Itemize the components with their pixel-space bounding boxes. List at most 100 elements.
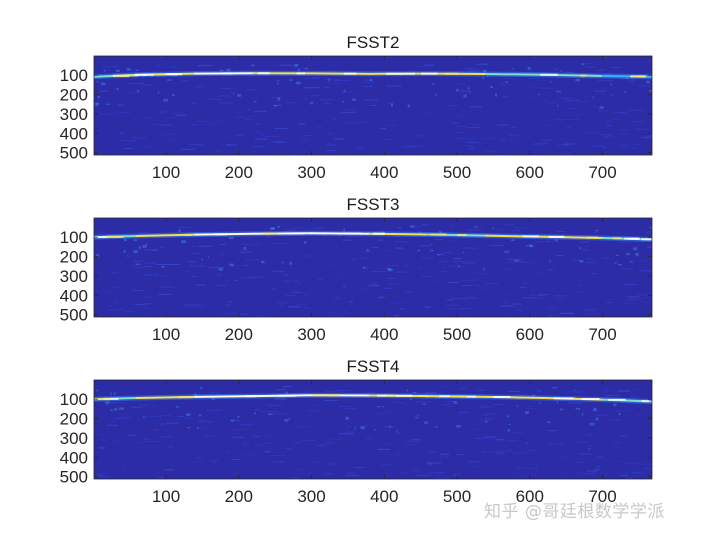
ridge-highlight — [106, 235, 124, 238]
ridge-highlight — [553, 397, 561, 400]
x-tick-label: 400 — [370, 163, 398, 182]
ridge-highlight — [641, 238, 652, 241]
x-tick-label: 200 — [225, 163, 253, 182]
ridge-highlight — [549, 235, 565, 238]
axes-box — [93, 217, 653, 318]
y-tick-label: 400 — [60, 124, 88, 143]
ridge-highlight — [222, 72, 233, 75]
x-tick-label: 100 — [152, 163, 180, 182]
ridge-highlight — [586, 236, 599, 239]
ridge-highlight — [641, 400, 649, 403]
x-tick-label: 200 — [225, 325, 253, 344]
ridge-highlight — [386, 394, 396, 397]
ridge-highlight — [343, 232, 361, 235]
y-tick-label: 100 — [60, 66, 88, 85]
x-tick-label: 500 — [443, 487, 471, 506]
ridge-highlight — [372, 232, 385, 235]
x-tick-label: 700 — [588, 487, 616, 506]
x-tick-label: 400 — [370, 487, 398, 506]
x-tick-label: 300 — [297, 487, 325, 506]
ridge-highlight — [257, 72, 270, 75]
x-tick-label: 400 — [370, 325, 398, 344]
y-tick-label: 200 — [60, 410, 88, 429]
ridge-3 — [94, 392, 652, 405]
ridge-highlight — [466, 395, 476, 398]
watermark-text: 知乎 @哥廷根数学学派 — [484, 502, 665, 522]
ridge-highlight — [559, 397, 574, 400]
ridge-highlight — [580, 74, 587, 77]
x-tick-label: 300 — [297, 163, 325, 182]
ridge-highlight — [122, 74, 139, 77]
ridge-highlight — [94, 398, 111, 401]
ridge-highlight — [403, 72, 415, 75]
x-tick-label: 500 — [443, 325, 471, 344]
ridge-highlight — [141, 73, 154, 76]
ridge-highlight — [493, 395, 511, 398]
y-tick-label: 500 — [60, 306, 88, 325]
ridge-highlight — [151, 73, 166, 76]
ridge-segment — [485, 73, 546, 76]
ridge-highlight — [296, 72, 306, 75]
y-tick-label: 100 — [60, 390, 88, 409]
ridge-highlight — [103, 397, 119, 400]
ridge-highlight — [540, 73, 558, 76]
ridge-highlight — [444, 72, 460, 75]
ridge-highlight — [343, 72, 357, 75]
x-tick-label: 100 — [152, 325, 180, 344]
ridge-highlight — [628, 237, 640, 240]
ridge-highlight — [421, 72, 438, 75]
ridge-highlight — [327, 394, 340, 397]
ridge-highlight — [631, 75, 647, 78]
ridge-highlight — [244, 395, 257, 398]
ridge-highlight — [608, 398, 626, 401]
x-tick-label: 200 — [225, 487, 253, 506]
ridge-1 — [94, 70, 652, 80]
chart-title: FSST2 — [347, 33, 400, 52]
ridge-highlight — [522, 235, 539, 238]
ridge-highlight — [395, 394, 413, 397]
ridge-highlight — [114, 74, 130, 77]
x-tick-label: 700 — [588, 325, 616, 344]
ridge-highlight — [185, 233, 193, 236]
ridge-highlight — [278, 394, 297, 397]
y-tick-label: 300 — [60, 105, 88, 124]
ridge-highlight — [265, 232, 279, 235]
y-tick-label: 200 — [60, 248, 88, 267]
x-tick-label: 300 — [297, 325, 325, 344]
ridge-2 — [94, 230, 652, 243]
x-tick-label: 600 — [516, 325, 544, 344]
ridge-highlight — [178, 396, 194, 399]
ridge-highlight — [419, 394, 428, 397]
ridge-highlight — [95, 236, 108, 239]
y-tick-label: 400 — [60, 286, 88, 305]
y-tick-label: 100 — [60, 228, 88, 247]
ridge-highlight — [429, 233, 447, 236]
ridge-highlight — [386, 72, 404, 75]
ridge-highlight — [439, 395, 451, 398]
ridge-highlight — [311, 394, 327, 397]
chart-title: FSST4 — [347, 357, 400, 376]
chart-title: FSST3 — [347, 195, 400, 214]
ridge-highlight — [377, 394, 394, 397]
ridge-highlight — [452, 395, 467, 398]
ridge-highlight — [581, 398, 600, 401]
x-tick-label: 100 — [152, 487, 180, 506]
y-tick-label: 400 — [60, 448, 88, 467]
ridge-highlight — [612, 237, 622, 240]
y-tick-label: 200 — [60, 86, 88, 105]
axes-box — [93, 379, 653, 480]
y-tick-label: 500 — [60, 468, 88, 487]
x-tick-label: 700 — [588, 163, 616, 182]
y-tick-label: 500 — [60, 144, 88, 163]
ridge-highlight — [165, 73, 183, 76]
axes-box — [93, 55, 653, 156]
ridge-highlight — [285, 232, 296, 235]
x-tick-label: 600 — [516, 163, 544, 182]
y-tick-label: 300 — [60, 267, 88, 286]
x-tick-label: 500 — [443, 163, 471, 182]
y-tick-label: 300 — [60, 429, 88, 448]
